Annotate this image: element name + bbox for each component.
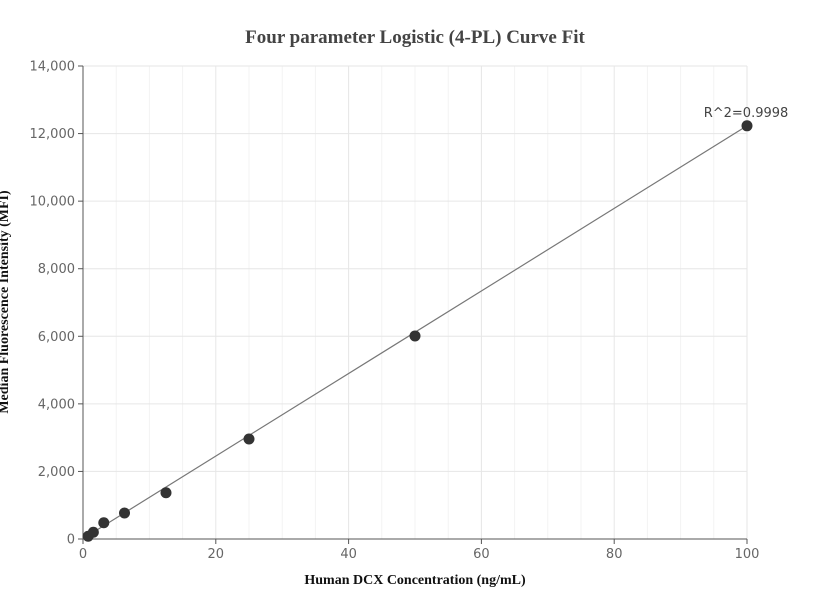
y-tick-label: 10,000 [30,195,76,210]
y-tick-label: 0 [67,533,75,548]
data-point [119,507,130,519]
y-tick-label: 6,000 [38,330,75,345]
x-tick-label: 100 [735,547,760,562]
y-tick-label: 14,000 [30,60,76,75]
x-tick-label: 0 [79,547,87,562]
x-tick-label: 80 [606,547,623,562]
data-point [160,487,172,499]
x-axis-title: Human DCX Concentration (ng/mL) [304,573,526,588]
axes [82,66,747,540]
x-tick-label: 40 [340,547,357,562]
x-tick-label: 20 [208,547,225,562]
y-tick-label: 8,000 [38,262,75,277]
x-tick-label: 60 [473,547,490,562]
major-grid [83,65,748,539]
data-point [87,526,99,538]
data-point [98,517,110,529]
data-point [741,120,753,132]
data-points [82,120,753,542]
data-point [243,433,255,445]
y-tick-label: 2,000 [38,465,75,480]
y-tick-label: 4,000 [38,397,75,412]
y-tick-label: 12,000 [30,127,76,142]
y-axis-title: Median Fluorescence Intensity (MFI) [0,190,12,414]
minor-grid [115,66,715,539]
r-squared-annotation: R^2=0.9998 [704,106,789,121]
x-axis-ticks: 0 20 40 60 80 100 [79,539,760,562]
chart-title: Four parameter Logistic (4-PL) Curve Fit [245,27,585,48]
data-point [409,330,421,342]
y-axis-ticks: 0 2,000 4,000 6,000 8,000 10,000 12,000 14,000 [30,60,83,548]
